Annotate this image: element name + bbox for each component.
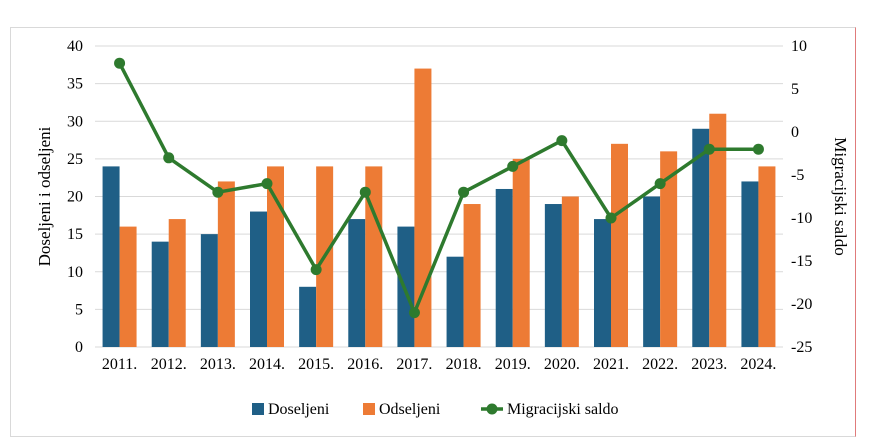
x-tick-label: 2011. (102, 356, 137, 373)
bar-doseljeni (102, 166, 120, 347)
legend-swatch-saldo-marker (486, 403, 498, 415)
saldo-point (408, 307, 420, 319)
saldo-point (556, 135, 568, 147)
bar-doseljeni (299, 286, 317, 347)
chart-frame (10, 27, 856, 437)
bar-doseljeni (397, 226, 415, 347)
saldo-point (654, 178, 666, 190)
legend-swatch-doseljeni (252, 403, 264, 415)
bar-odseljeni (709, 113, 727, 347)
bar-doseljeni (151, 241, 169, 347)
bar-doseljeni (544, 204, 562, 347)
bar-odseljeni (217, 181, 235, 347)
x-tick-label: 2021. (593, 356, 629, 373)
bar-doseljeni (643, 196, 661, 347)
bar-doseljeni (250, 211, 267, 347)
x-tick-label: 2018. (446, 356, 482, 373)
bar-doseljeni (348, 219, 366, 347)
x-tick-label: 2020. (544, 356, 580, 373)
bar-odseljeni (660, 151, 678, 347)
bar-odseljeni (758, 166, 776, 347)
bar-odseljeni (512, 158, 530, 347)
bar-doseljeni (741, 181, 759, 347)
tick-labels: 0 5 10 15 20 25 30 35 40 -25 -20 -15 -10 -5 0 5 10 2011. 2… (67, 38, 812, 373)
bar-doseljeni (200, 234, 218, 347)
y-tick-label: 0 (75, 339, 83, 356)
bar-doseljeni (692, 128, 710, 347)
y2-tick-label: -5 (791, 167, 804, 184)
saldo-point (163, 152, 175, 164)
saldo-polyline (118, 62, 759, 315)
saldo-point (114, 57, 126, 69)
x-tick-label: 2014. (249, 356, 285, 373)
y-tick-label: 5 (75, 301, 83, 318)
bar-odseljeni (119, 226, 137, 347)
legend-label-doseljeni: Doseljeni (268, 401, 330, 418)
y-tick-label: 30 (67, 113, 83, 130)
x-tick-label: 2012. (151, 356, 187, 373)
bar-odseljeni (463, 204, 481, 347)
y2-tick-label: 5 (791, 81, 799, 98)
legend: Doseljeni Odseljeni Migracijski saldo (252, 401, 619, 418)
bar-doseljeni (446, 256, 464, 347)
x-tick-label: 2022. (642, 356, 678, 373)
bar-odseljeni (611, 143, 628, 347)
y2-tick-label: 0 (791, 124, 799, 141)
y2-tick-label: -25 (791, 339, 812, 356)
y-axis-title: Doseljeni i odseljeni (35, 126, 54, 266)
x-tick-label: 2024. (740, 356, 776, 373)
legend-label-saldo: Migracijski saldo (507, 401, 619, 418)
y-tick-label: 25 (67, 151, 83, 168)
legend-label-odseljeni: Odseljeni (379, 401, 441, 418)
saldo-point (212, 186, 224, 198)
saldo-point (261, 178, 273, 190)
bar-doseljeni (495, 188, 513, 347)
y2-tick-label: -15 (791, 253, 812, 270)
legend-swatch-odseljeni (363, 403, 375, 415)
saldo-point (310, 264, 322, 276)
y-tick-label: 10 (67, 264, 83, 281)
x-tick-label: 2023. (691, 356, 727, 373)
saldo-point (507, 160, 519, 172)
saldo-point (458, 186, 470, 198)
y2-axis-title: Migracijski saldo (831, 137, 850, 256)
x-tick-label: 2019. (495, 356, 531, 373)
saldo-point (359, 186, 371, 198)
saldo-point (752, 143, 764, 155)
x-tick-label: 2016. (347, 356, 383, 373)
bar-odseljeni (168, 219, 186, 347)
x-tick-label: 2017. (396, 356, 432, 373)
y2-tick-label: -20 (791, 296, 812, 313)
gridlines (95, 45, 783, 348)
y2-tick-label: 10 (791, 38, 807, 55)
bars (102, 68, 776, 347)
x-tick-label: 2013. (200, 356, 236, 373)
bar-odseljeni (561, 196, 579, 347)
y-tick-label: 15 (67, 226, 83, 243)
x-tick-label: 2015. (298, 356, 334, 373)
y-tick-label: 20 (67, 189, 83, 206)
y2-tick-label: -10 (791, 210, 812, 227)
saldo-line (114, 57, 764, 319)
saldo-point (703, 143, 715, 155)
bar-doseljeni (594, 219, 611, 347)
saldo-point (605, 212, 617, 224)
y-tick-label: 35 (67, 76, 83, 93)
bar-odseljeni (365, 166, 383, 347)
bar-odseljeni (267, 166, 284, 347)
y-tick-label: 40 (67, 38, 83, 55)
